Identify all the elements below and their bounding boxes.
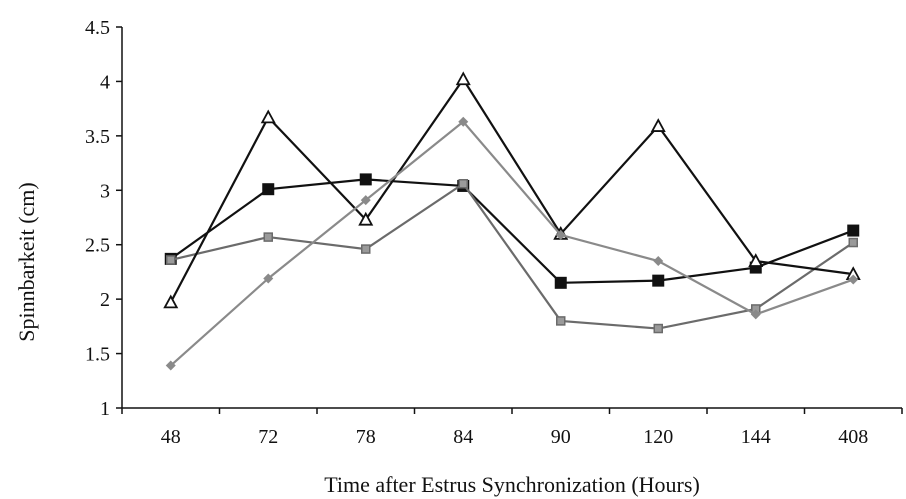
data-point [360, 195, 371, 206]
x-tick-label: 144 [741, 426, 771, 448]
data-point [358, 211, 374, 226]
y-axis-ticks: 1 1.5 2 2.5 3 3.5 4 4.5 [85, 17, 122, 420]
data-point [458, 116, 469, 127]
y-tick-label: 1 [100, 398, 110, 420]
data-point [458, 179, 468, 189]
data-point [455, 71, 471, 86]
data-point [750, 309, 761, 320]
series-layer [163, 71, 861, 371]
data-point [263, 232, 273, 242]
x-axis-ticks: 48 72 78 84 90 120 144 408 [121, 408, 903, 448]
data-point [748, 253, 764, 267]
y-tick-label: 1.5 [85, 344, 110, 366]
x-tick-label: 90 [551, 426, 571, 448]
data-point [163, 294, 179, 309]
data-point [165, 360, 176, 371]
data-point [166, 255, 176, 265]
x-tick-label: 78 [356, 426, 376, 448]
data-point [555, 229, 566, 240]
series-2 [166, 179, 858, 334]
data-point [260, 109, 276, 124]
x-tick-label: 72 [258, 426, 278, 448]
y-tick-label: 3 [100, 180, 110, 202]
y-tick-label: 4.5 [85, 17, 110, 39]
y-tick-label: 2.5 [85, 235, 110, 257]
data-point [652, 274, 665, 287]
y-tick-label: 2 [100, 289, 110, 311]
data-point [848, 274, 859, 285]
series-4 [165, 116, 859, 371]
y-axis-title: Spinnbarkeit (cm) [14, 182, 39, 341]
data-point [359, 173, 372, 186]
y-tick-label: 4 [100, 71, 110, 93]
data-point [653, 323, 663, 334]
data-point [361, 244, 371, 254]
x-tick-label: 48 [161, 426, 181, 448]
data-point [653, 256, 664, 267]
data-point [650, 118, 666, 132]
data-point [848, 237, 858, 248]
y-tick-label: 3.5 [85, 126, 110, 148]
series-1 [164, 173, 860, 289]
x-tick-label: 84 [453, 426, 473, 448]
series-line [170, 182, 854, 330]
data-point [556, 316, 566, 326]
data-point [262, 183, 275, 196]
x-tick-label: 120 [643, 426, 673, 448]
series-line [170, 178, 854, 284]
series-line [169, 77, 854, 303]
series-line [170, 120, 854, 367]
data-point [847, 224, 860, 237]
data-point [263, 273, 274, 284]
x-tick-label: 408 [838, 426, 868, 448]
x-axis-title: Time after Estrus Synchronization (Hours… [324, 472, 700, 497]
data-point [554, 276, 567, 289]
